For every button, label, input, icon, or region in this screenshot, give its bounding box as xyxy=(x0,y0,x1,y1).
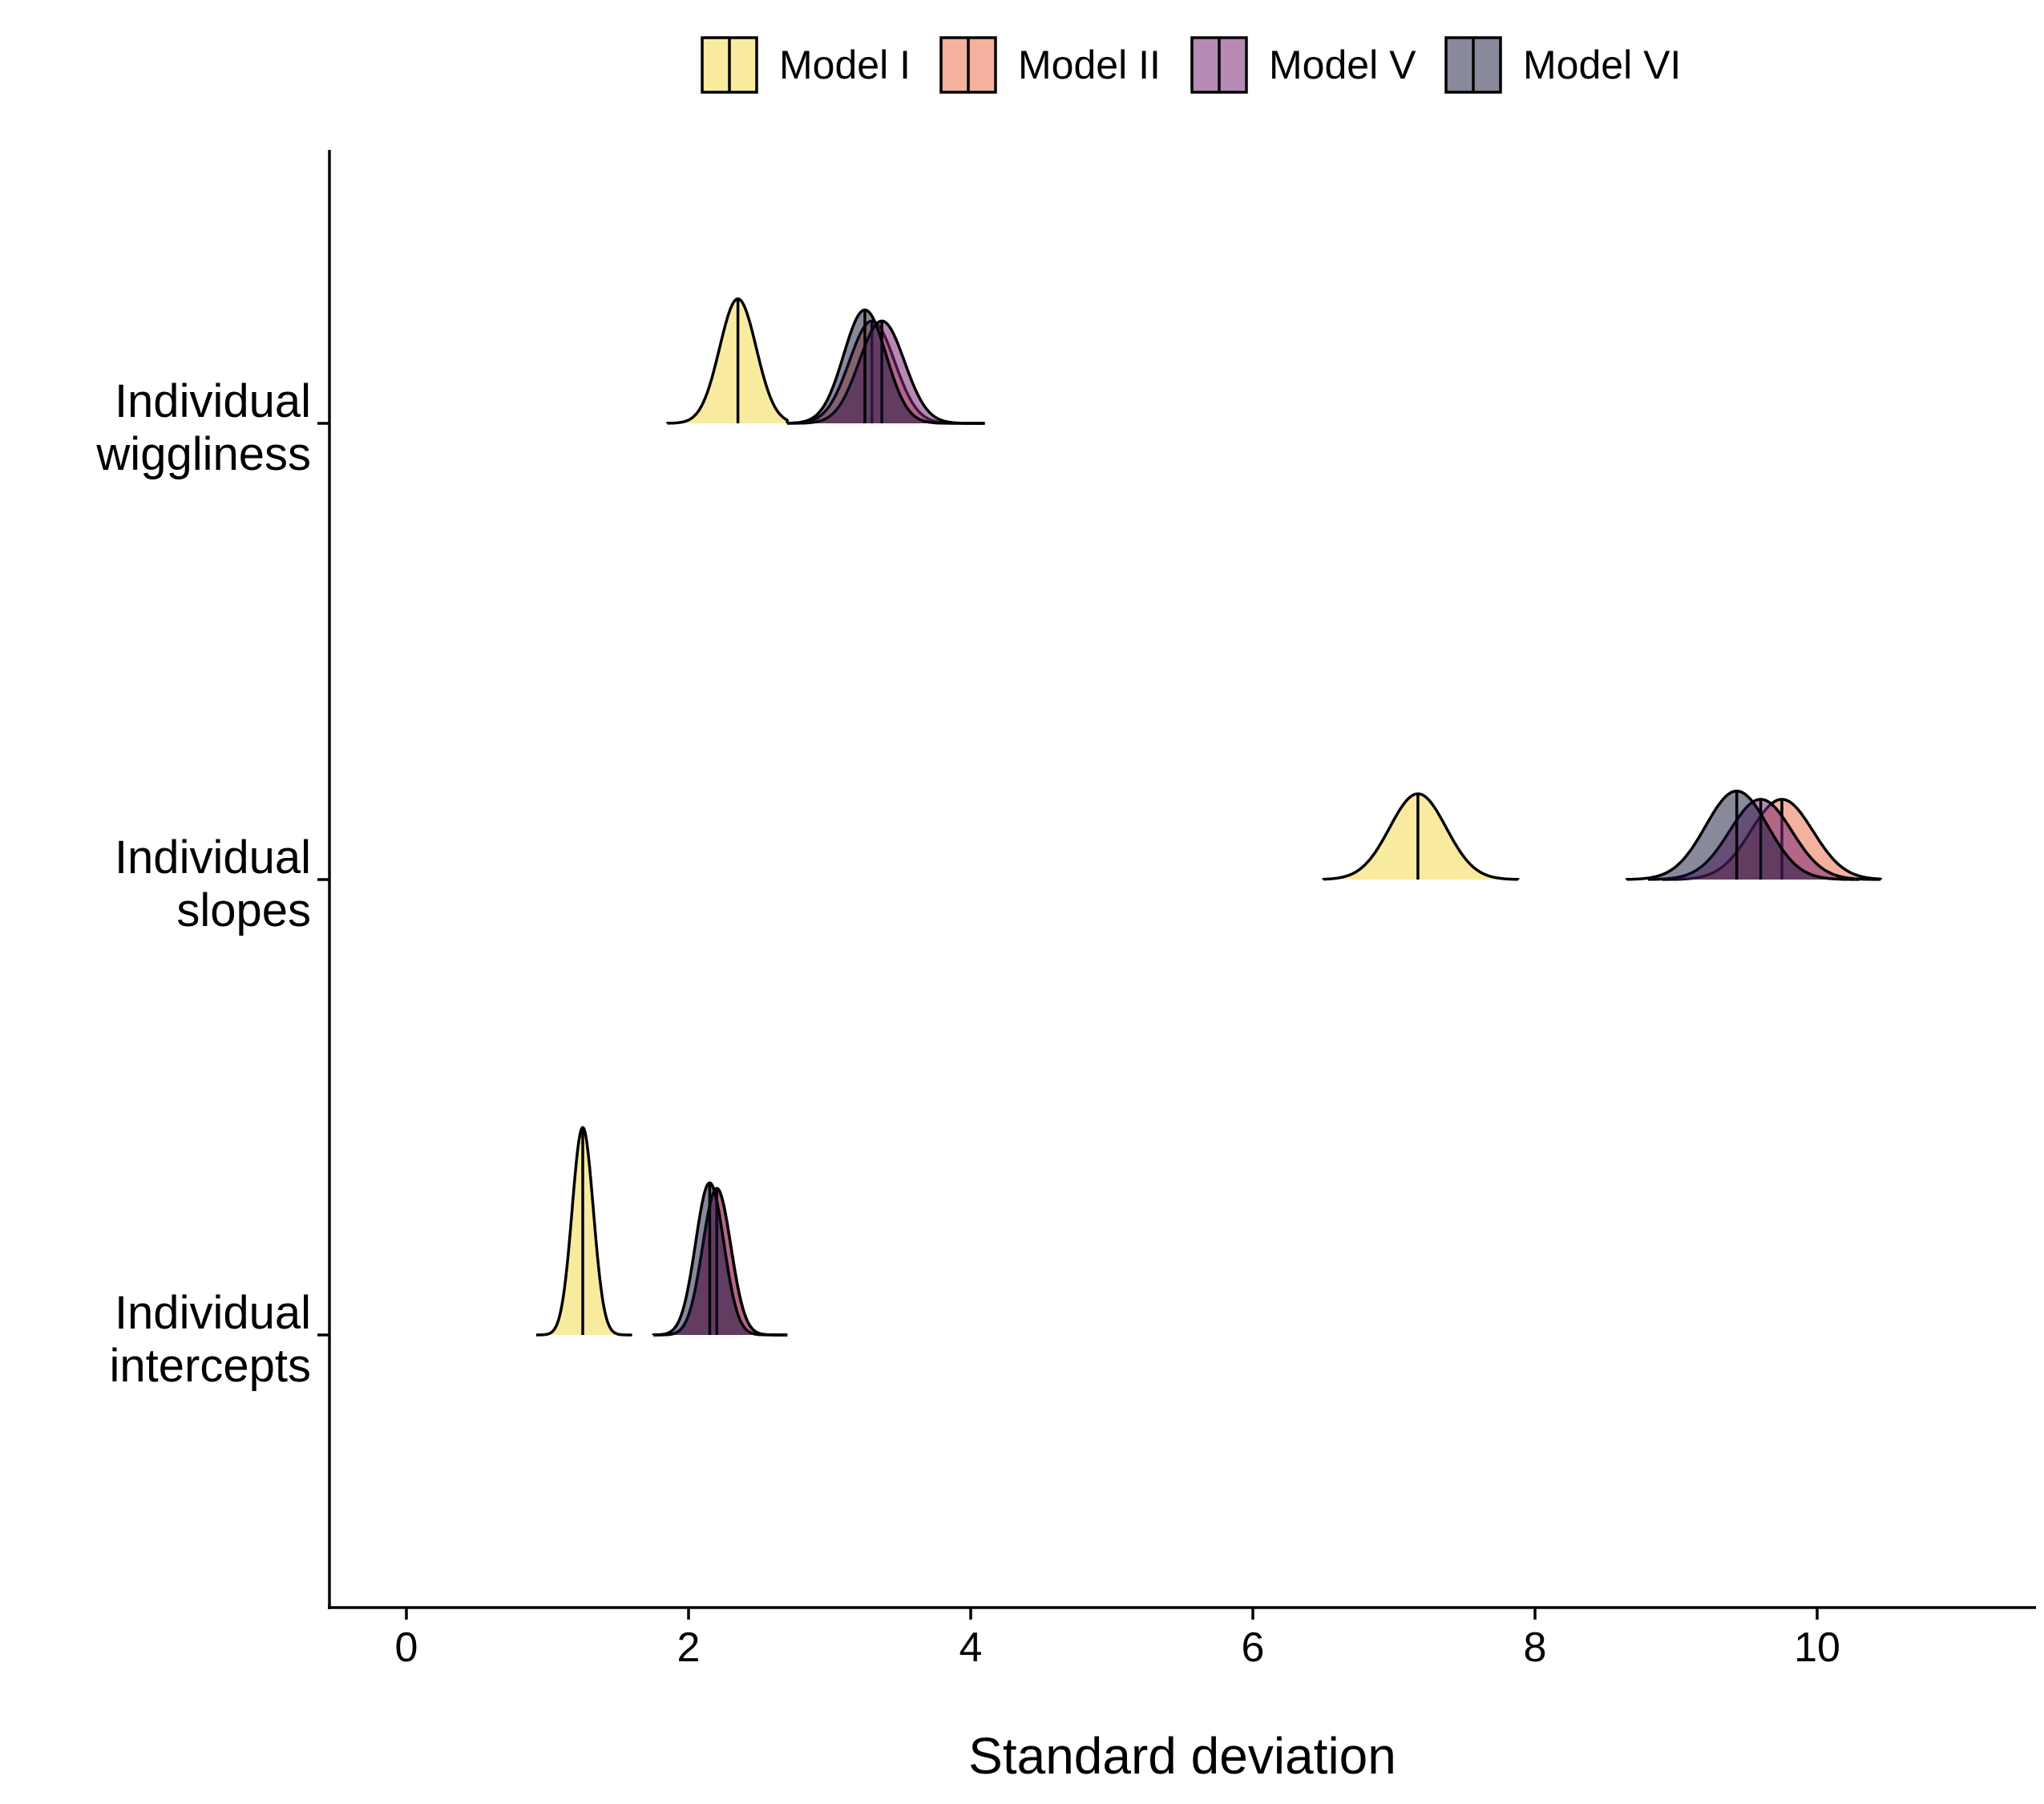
x-tick-label: 2 xyxy=(677,1624,701,1671)
x-tick-label: 0 xyxy=(395,1624,418,1671)
density-model-vi-cat-0 xyxy=(652,1181,788,1337)
x-tick-label: 10 xyxy=(1794,1624,1840,1671)
density-model-i-cat-2 xyxy=(665,297,789,425)
legend-item-model-i: Model I xyxy=(701,36,911,94)
x-tick-label: 6 xyxy=(1242,1624,1265,1671)
y-tick-label: Individual wiggliness xyxy=(95,375,311,480)
x-ticks: 0 2 4 6 8 10 xyxy=(395,1608,1840,1671)
legend-item-model-vi: Model VI xyxy=(1444,36,1681,94)
y-tick-label-line: intercepts xyxy=(110,1340,311,1392)
x-tick-label: 4 xyxy=(959,1624,983,1671)
x-axis-label: Standard deviation xyxy=(968,1727,1396,1785)
legend: Model I Model II Model V Model VI xyxy=(701,36,1681,94)
y-tick-label-line: Individual xyxy=(115,1287,311,1339)
legend-label: Model VI xyxy=(1523,42,1681,87)
legend-item-model-v: Model V xyxy=(1190,36,1416,94)
x-tick-label: 8 xyxy=(1524,1624,1547,1671)
y-tick-label-line: slopes xyxy=(176,884,311,936)
y-tick-label-line: Individual xyxy=(115,375,311,427)
legend-label: Model II xyxy=(1018,42,1161,87)
density-layer xyxy=(535,297,1882,1337)
y-tick-label-line: wiggliness xyxy=(95,428,311,480)
density-model-vi-cat-2 xyxy=(786,308,985,425)
legend-item-model-ii: Model II xyxy=(939,36,1161,94)
y-tick-label: Individual intercepts xyxy=(110,1287,311,1392)
legend-label: Model I xyxy=(779,42,911,87)
density-model-vi-cat-1 xyxy=(1625,789,1860,881)
legend-label: Model V xyxy=(1269,42,1416,87)
y-tick-label-line: Individual xyxy=(115,831,311,884)
density-model-i-cat-1 xyxy=(1322,792,1520,881)
y-tick-label: Individual slopes xyxy=(115,831,311,936)
